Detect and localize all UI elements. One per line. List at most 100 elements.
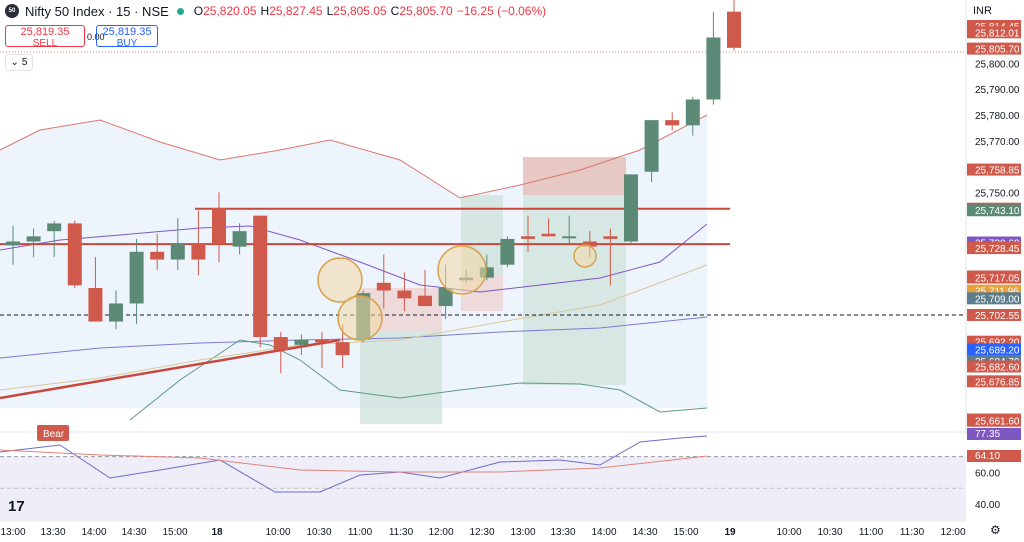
indicator-count: 5 bbox=[21, 57, 28, 68]
low-value: 25,805.05 bbox=[333, 4, 387, 18]
candle-body bbox=[644, 120, 659, 172]
high-value: 25,827.45 bbox=[269, 4, 323, 18]
candle-body bbox=[273, 337, 288, 350]
price-tag bbox=[967, 343, 1021, 356]
price-tag-label: 25,758.85 bbox=[975, 166, 1020, 177]
candle-body bbox=[335, 342, 350, 356]
candle-body bbox=[150, 251, 165, 260]
change-value: −16.25 (−0.06%) bbox=[456, 4, 547, 18]
price-tag-label: 25,709.00 bbox=[975, 294, 1020, 305]
circle-annotation-3 bbox=[437, 245, 487, 295]
time-axis-label: 14:30 bbox=[632, 527, 657, 538]
circle-annotation-4 bbox=[573, 244, 597, 268]
tradingview-logo-icon: 17 bbox=[8, 498, 25, 515]
candle-body bbox=[191, 244, 206, 260]
time-axis-label: 10:00 bbox=[265, 527, 290, 538]
market-status-dot-icon bbox=[176, 7, 184, 15]
time-axis-label: 12:00 bbox=[940, 527, 965, 538]
candle-body bbox=[541, 233, 556, 237]
price-tag-label: 25,682.60 bbox=[975, 362, 1020, 373]
price-tag bbox=[967, 414, 1021, 427]
candle-body bbox=[376, 282, 391, 291]
price-tag bbox=[967, 42, 1021, 55]
price-tag-label: 25,711.96 bbox=[975, 287, 1019, 298]
rsi-value-label: 77.35 bbox=[975, 429, 1000, 440]
price-tag bbox=[967, 242, 1021, 255]
time-axis-label: 13:00 bbox=[0, 527, 25, 538]
bear-annotation-label: Bear bbox=[43, 429, 65, 440]
settings-gear-icon[interactable]: ⚙ bbox=[990, 523, 1001, 537]
time-axis-label: 14:00 bbox=[81, 527, 106, 538]
chevron-down-icon: ⌄ bbox=[10, 57, 19, 68]
candle-body bbox=[170, 244, 185, 260]
candle-body bbox=[26, 236, 41, 242]
candle-body bbox=[109, 303, 123, 322]
sell-price: 25,819.35 bbox=[20, 26, 70, 38]
price-tag bbox=[967, 26, 1021, 39]
buy-price: 25,819.35 bbox=[102, 26, 152, 38]
price-tag-label: 25,717.05 bbox=[975, 274, 1020, 285]
candle-body bbox=[418, 295, 432, 307]
time-axis-label: 11:00 bbox=[348, 527, 373, 538]
trade-zone-profit-1 bbox=[360, 332, 442, 424]
candle-body bbox=[479, 267, 494, 278]
rsi-signal-tag bbox=[967, 450, 1021, 462]
time-axis-label: 15:00 bbox=[162, 527, 187, 538]
candle-body bbox=[582, 241, 597, 247]
time-axis-label: 10:30 bbox=[817, 527, 842, 538]
rsi-signal-label: 64.10 bbox=[975, 451, 1000, 462]
price-tag bbox=[967, 204, 1021, 217]
ma-purple-line bbox=[0, 223, 708, 293]
rsi-signal-line bbox=[0, 449, 708, 473]
price-tag bbox=[967, 308, 1021, 321]
candle-body bbox=[685, 99, 700, 126]
time-axis-label: 11:30 bbox=[389, 527, 414, 538]
buy-button[interactable]: 25,819.35 BUY bbox=[96, 25, 158, 49]
time-axis-label: 14:00 bbox=[591, 527, 616, 538]
candle-body bbox=[624, 174, 638, 242]
close-label: C bbox=[390, 4, 400, 18]
ma-blue-line bbox=[0, 316, 708, 359]
time-axis-label: 15:00 bbox=[673, 527, 698, 538]
price-axis-tick: 25,750.00 bbox=[975, 188, 1020, 199]
rsi-axis-tick: 60.00 bbox=[975, 468, 1000, 479]
price-axis-tick: 25,780.00 bbox=[975, 111, 1020, 122]
open-value: 25,820.05 bbox=[203, 4, 257, 18]
price-axis-tick: 25,800.00 bbox=[975, 59, 1020, 70]
candle-body bbox=[88, 287, 103, 322]
legend-header: 50 Nifty 50 Index · 15 · NSE O 25,820.05… bbox=[0, 0, 546, 22]
candle-body bbox=[294, 339, 309, 345]
bear-annotation-box bbox=[37, 425, 69, 441]
price-tag-label: 25,805.70 bbox=[975, 45, 1020, 56]
circle-annotation-2 bbox=[337, 295, 383, 341]
candle-body bbox=[212, 207, 226, 245]
currency-label[interactable]: INR bbox=[973, 5, 992, 17]
price-tag bbox=[967, 375, 1021, 388]
trade-zone-loss-3 bbox=[523, 157, 626, 195]
price-tag-label: 25,812.01 bbox=[975, 28, 1020, 39]
sell-button[interactable]: 25,819.35 SELL bbox=[5, 25, 85, 49]
collapse-indicators-button[interactable]: ⌄ 5 bbox=[5, 54, 33, 71]
candle-body bbox=[500, 238, 515, 265]
bollinger-lower-line bbox=[129, 339, 708, 421]
candle-body bbox=[315, 339, 329, 343]
candle-body bbox=[67, 223, 82, 286]
time-axis-label: 10:00 bbox=[776, 527, 801, 538]
time-axis-label: 11:30 bbox=[900, 527, 925, 538]
price-tag-label: 25,728.45 bbox=[975, 244, 1020, 255]
rsi-axis-tick: 40.00 bbox=[975, 500, 1000, 511]
price-tag-label: 25,692.20 bbox=[975, 338, 1020, 349]
ma-tan-line bbox=[0, 264, 708, 391]
candle-body bbox=[665, 120, 680, 126]
price-tag-label: 25,661.60 bbox=[975, 417, 1020, 428]
candle-body bbox=[562, 236, 577, 239]
symbol-title[interactable]: Nifty 50 Index · 15 · NSE bbox=[25, 3, 169, 19]
candle-body bbox=[129, 251, 144, 304]
candle-body bbox=[706, 37, 721, 100]
candle-body bbox=[232, 231, 247, 247]
candle-body bbox=[438, 287, 453, 307]
price-tag-label: 25,743.10 bbox=[975, 206, 1020, 217]
candle-body bbox=[603, 236, 618, 239]
time-axis-label: 12:30 bbox=[469, 527, 494, 538]
